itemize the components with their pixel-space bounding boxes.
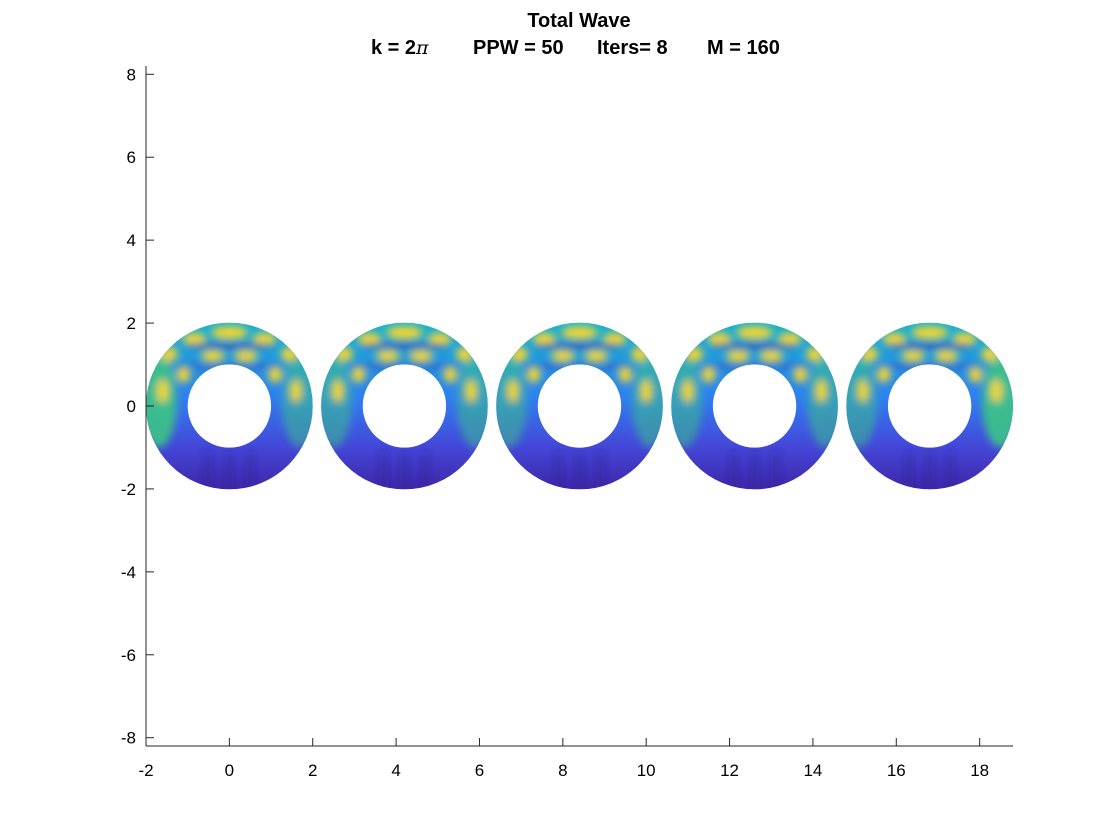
chart-subtitle: k = 2π PPW = 50 Iters= 8 M = 160	[371, 37, 780, 59]
y-tick-label: -4	[121, 563, 136, 582]
x-tick-label: 6	[475, 761, 484, 780]
scatterer-field-1	[146, 322, 313, 490]
subtitle-ppw: PPW = 50	[473, 37, 564, 59]
axes: -2 0 2 4 6 8 10 12 14 16 18 -8 -6 -4 -2 0 2 4 6 8	[121, 65, 1013, 780]
x-tick-label: 18	[970, 761, 989, 780]
scatterer-field-3	[496, 322, 663, 490]
scatterer-field-5	[846, 322, 1013, 490]
x-tick-label: 14	[803, 761, 822, 780]
y-tick-label: 4	[127, 231, 136, 250]
scatterer-field-2	[321, 322, 488, 490]
scatterer-field-4	[671, 322, 838, 490]
x-tick-label: 12	[720, 761, 739, 780]
subtitle-m: M = 160	[707, 37, 780, 59]
x-tick-label: 10	[637, 761, 656, 780]
chart-title: Total Wave	[527, 10, 630, 32]
y-tick-label: -2	[121, 480, 136, 499]
x-tick-label: 2	[308, 761, 317, 780]
y-tick-label: 2	[127, 314, 136, 333]
y-tick-label: 6	[127, 148, 136, 167]
plot-area	[146, 322, 1013, 490]
x-tick-label: 8	[558, 761, 567, 780]
x-tick-label: 0	[225, 761, 234, 780]
x-tick-label: -2	[138, 761, 153, 780]
y-tick-label: -6	[121, 646, 136, 665]
x-tick-label: 4	[391, 761, 400, 780]
y-tick-label: -8	[121, 729, 136, 748]
subtitle-pi-symbol: π	[415, 37, 429, 59]
subtitle-iters: Iters= 8	[597, 37, 668, 59]
y-tick-label: 8	[127, 65, 136, 84]
subtitle-k: k = 2	[371, 37, 416, 59]
x-tick-label: 16	[887, 761, 906, 780]
y-tick-label: 0	[127, 397, 136, 416]
